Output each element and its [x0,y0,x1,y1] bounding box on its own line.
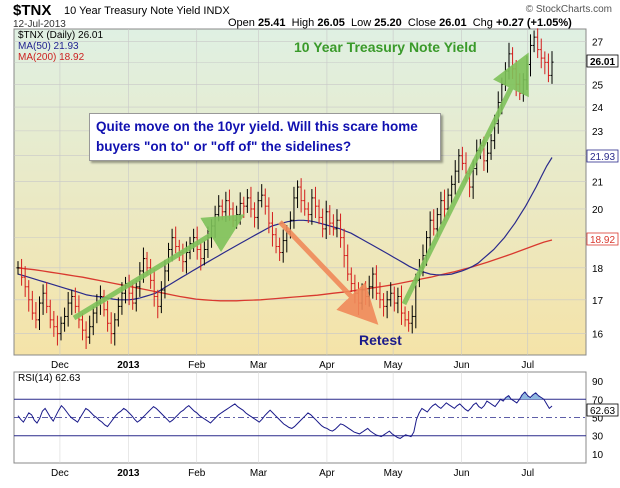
price-tick-label: 20 [592,205,604,216]
close-value: 26.01 [439,17,467,29]
high-label: High [291,17,315,29]
last-price-text: 26.01 [590,57,615,68]
annotation-retest: Retest [359,332,402,348]
watermark: © StockCharts.com [525,4,612,15]
price-tick-label: 18 [592,264,604,275]
rsi-line [17,391,553,439]
rsi-tick-label: 90 [592,377,604,388]
security-name: 10 Year Treasury Note Yield INDX [64,5,230,17]
rsi-month-label: Dec [51,468,69,479]
rsi-month-label: May [384,468,403,479]
ma50-price-tag: 21.93 [586,149,619,163]
price-tick-label: 16 [592,330,604,341]
change-label: Chg [472,17,493,29]
low-value: 25.20 [374,17,402,29]
close-label: Close [407,17,437,29]
rsi-legend: RSI(14) 62.63 [18,373,81,384]
price-tick-label: 27 [592,37,604,48]
rsi-value-text: 62.63 [590,406,615,417]
open-value: 25.41 [257,17,286,29]
rsi-month-label: Mar [250,468,268,479]
rsi-month-label: Jun [453,468,469,479]
annotation-title: 10 Year Treasury Note Yield [294,39,477,55]
open-label: Open [228,17,255,29]
month-label: Jul [521,360,534,371]
month-label: Apr [319,360,335,371]
ohlc-readout: Open 25.41 High 26.05 Low 25.20 Close 26… [228,17,572,29]
month-label: May [384,360,403,371]
uptrend-arrow-2 [401,52,529,306]
price-legend-label: $TNX (Daily) 26.01 [18,30,104,41]
high-value: 26.05 [317,17,345,29]
price-tick-label: 17 [592,296,604,307]
ma200-price-text: 18.92 [590,235,615,246]
price-legend: $TNX (Daily) 26.01 [18,30,103,41]
ma200-line [17,239,553,302]
rsi-tick-label: 10 [592,450,604,461]
uptrend-arrow-1 [72,214,245,321]
last-price-tag: 26.01 [586,54,619,68]
month-label: Dec [51,360,69,371]
price-panel [13,28,587,356]
change-value: +0.27 (+1.05%) [495,17,572,29]
rsi-month-label: Apr [319,468,335,479]
chart-date: 12-Jul-2013 [13,19,66,30]
price-tick-label: 24 [592,103,604,114]
month-label: 2013 [117,360,140,371]
rsi-month-label: Feb [188,468,206,479]
month-label: Mar [250,360,268,371]
ma200-legend-label: MA(200) 18.92 [18,52,85,63]
rsi-month-label: 2013 [117,468,140,479]
rsi-tick-label: 30 [592,432,604,443]
month-label: Jun [453,360,469,371]
ma50-price-text: 21.93 [590,152,615,163]
rsi-tick-label: 50 [592,414,604,425]
month-label: Feb [188,360,206,371]
annotation-note: Quite move on the 10yr yield. Will this … [89,113,441,161]
downtrend-arrow [278,220,379,325]
rsi-tick-label: 70 [592,395,604,406]
ma200-price-tag: 18.92 [586,232,619,246]
price-tick-label: 23 [592,127,604,138]
rsi-overbought-area [504,392,543,400]
symbol-title: $TNX [13,2,52,19]
low-label: Low [350,17,372,29]
rsi-month-label: Jul [521,468,534,479]
ma50-legend-label: MA(50) 21.93 [18,41,79,52]
price-tick-label: 25 [592,80,604,91]
rsi-value-tag: 62.63 [586,403,619,417]
ma200-legend: MA(200) 18.92 [18,52,84,63]
price-tick-label: 21 [592,178,604,189]
ma50-legend: MA(50) 21.93 [18,41,79,52]
